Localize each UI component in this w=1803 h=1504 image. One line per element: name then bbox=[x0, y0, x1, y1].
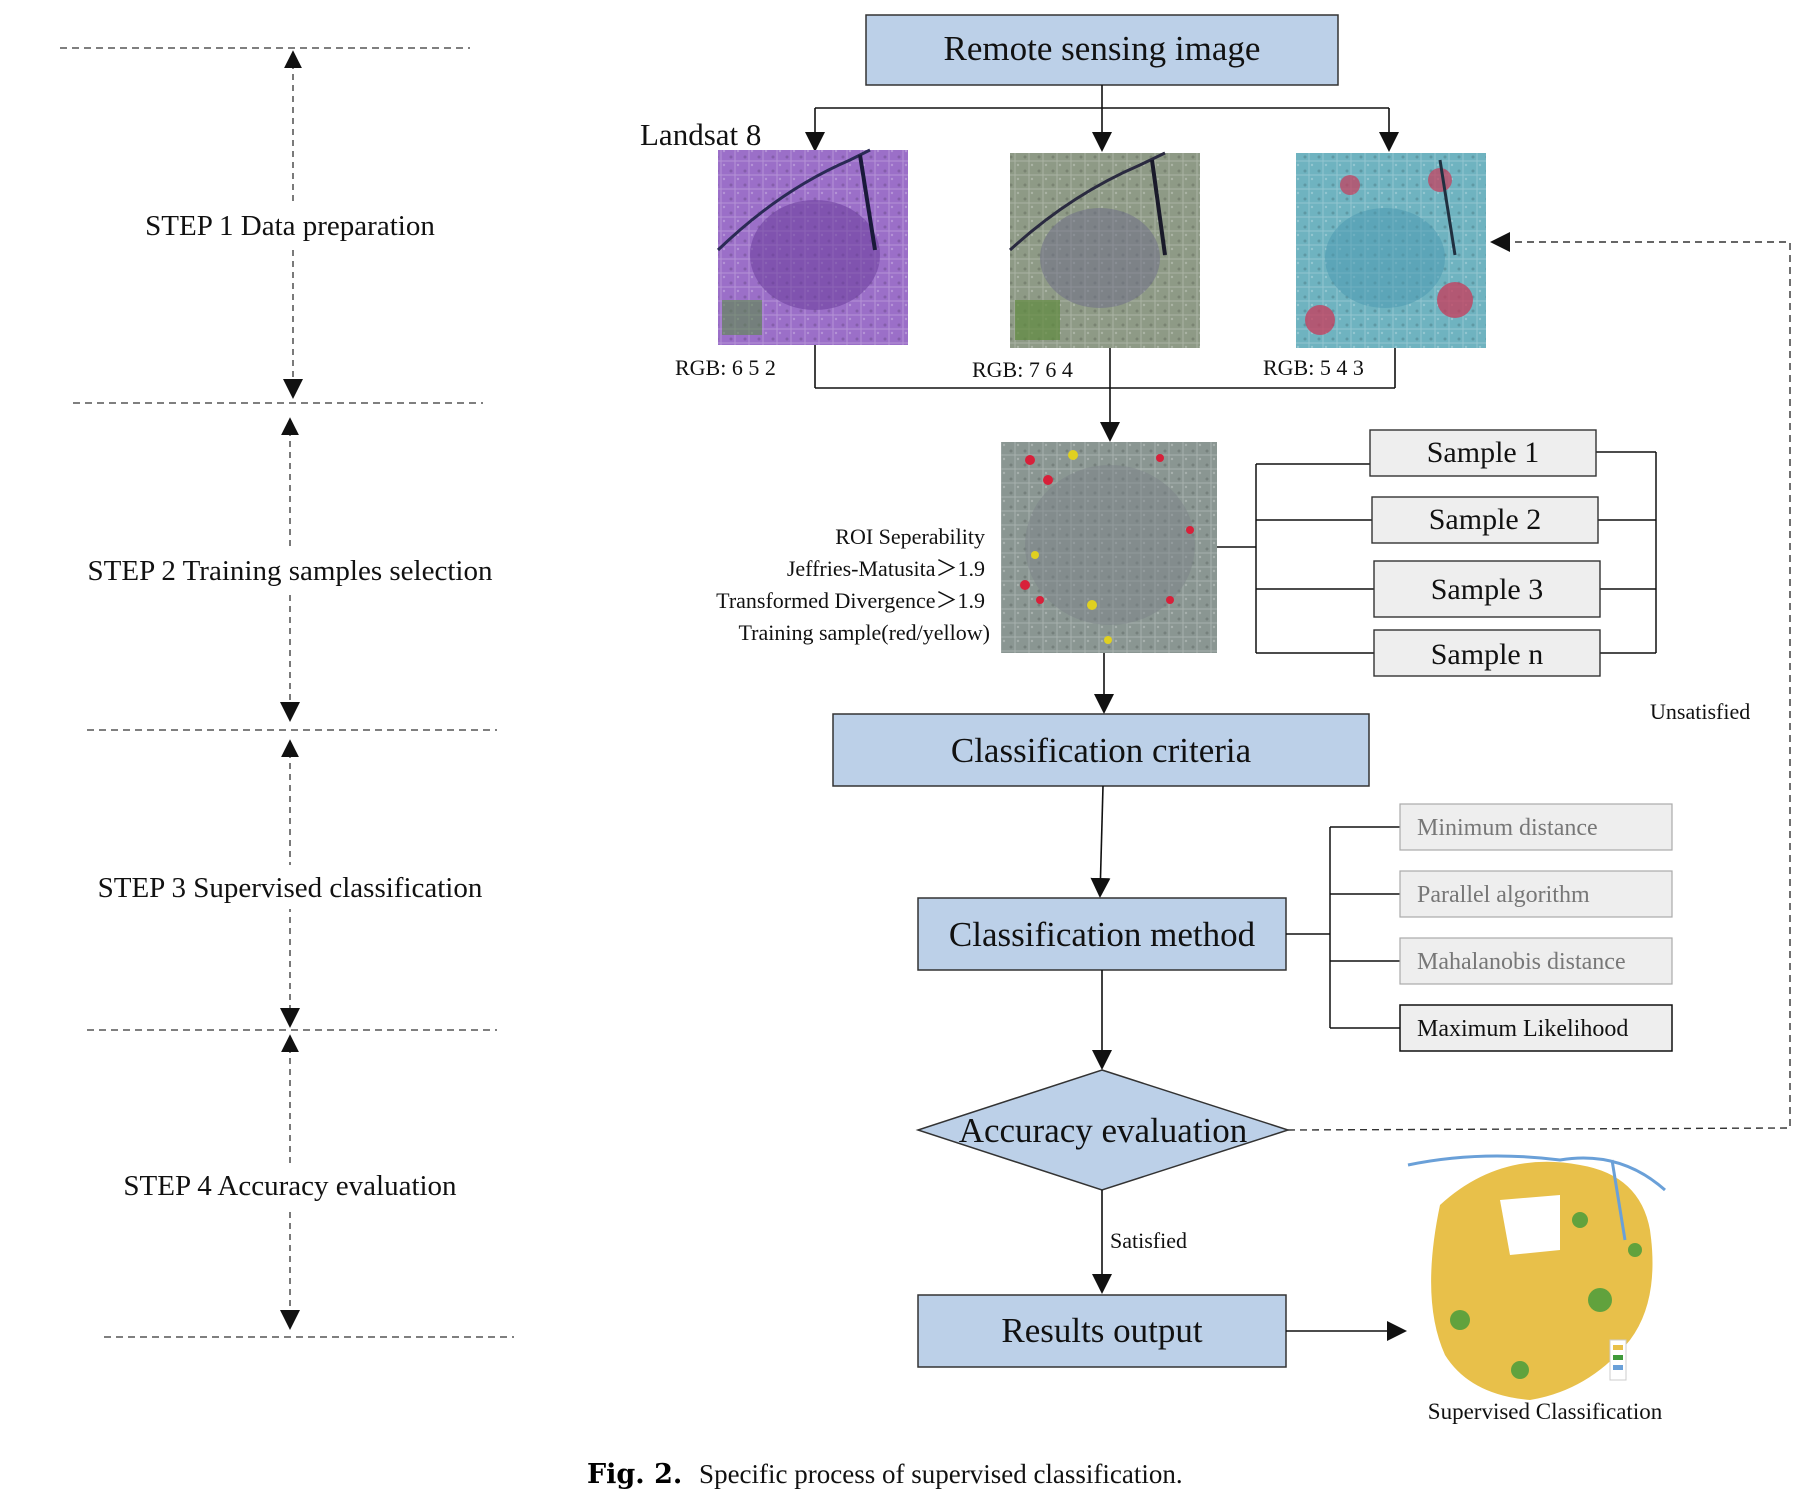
method-option-minimum-distance bbox=[1399, 803, 1673, 851]
method-options-connector bbox=[1286, 826, 1400, 1029]
step-2-label: STEP 2 Training samples selection bbox=[88, 555, 493, 587]
step-4-label: STEP 4 Accuracy evaluation bbox=[123, 1170, 457, 1202]
sample-box-2 bbox=[1371, 496, 1599, 544]
supervised-classification-map bbox=[1407, 1154, 1666, 1400]
rgb-label-764: RGB: 7 6 4 bbox=[972, 357, 1073, 382]
top-branch-connector bbox=[805, 85, 1399, 152]
rgb-label-543: RGB: 5 4 3 bbox=[1263, 355, 1364, 380]
satellite-image-764 bbox=[1008, 151, 1200, 348]
merge-connector bbox=[814, 345, 1396, 442]
map-caption: Supervised Classification bbox=[1428, 1399, 1663, 1424]
results-box bbox=[917, 1294, 1287, 1368]
sample-label-2: Sample 2 bbox=[1429, 503, 1542, 536]
unsatisfied-feedback-arrow bbox=[1287, 232, 1791, 1131]
method-option-parallel-algorithm bbox=[1399, 870, 1673, 918]
unsatisfied-label: Unsatisfied bbox=[1650, 699, 1750, 724]
landsat-label: Landsat 8 bbox=[640, 117, 761, 152]
method-option-maximum-likelihood bbox=[1399, 1004, 1673, 1052]
figure-caption-label: Fig. 2. bbox=[587, 1459, 682, 1490]
criteria-box bbox=[832, 713, 1370, 787]
roi-line-4: Training sample(red/yellow) bbox=[738, 620, 990, 645]
step-3-label: STEP 3 Supervised classification bbox=[98, 872, 483, 904]
method-option-label-4: Maximum Likelihood bbox=[1417, 1016, 1628, 1042]
method-option-label-2: Parallel algorithm bbox=[1417, 882, 1590, 908]
sample-label-n: Sample n bbox=[1431, 638, 1544, 671]
rgb-label-652: RGB: 6 5 2 bbox=[675, 355, 776, 380]
sample-label-3: Sample 3 bbox=[1431, 573, 1544, 606]
accuracy-label: Accuracy evaluation bbox=[959, 1111, 1248, 1150]
roi-line-1: ROI Seperability bbox=[835, 524, 985, 549]
sample-label-1: Sample 1 bbox=[1427, 436, 1540, 469]
method-label: Classification method bbox=[949, 915, 1256, 954]
sample-box-1 bbox=[1369, 429, 1597, 477]
sample-box-3 bbox=[1373, 560, 1601, 618]
roi-line-3: Transformed Divergence＞1.9 bbox=[716, 588, 985, 613]
results-label: Results output bbox=[1001, 1311, 1203, 1350]
roi-line-2: Jeffries-Matusita＞1.9 bbox=[787, 556, 985, 581]
remote-sensing-label: Remote sensing image bbox=[944, 29, 1261, 68]
figure-caption: Fig. 2. Specific process of supervised c… bbox=[587, 1459, 1183, 1490]
remote-sensing-box bbox=[865, 14, 1339, 86]
step-column: STEP 1 Data preparation STEP 2 Training … bbox=[52, 47, 534, 1338]
sample-box-n bbox=[1373, 629, 1601, 677]
step-1-label: STEP 1 Data preparation bbox=[145, 210, 435, 242]
criteria-label: Classification criteria bbox=[951, 731, 1252, 770]
satellite-image-652 bbox=[716, 148, 908, 345]
roi-image bbox=[1001, 442, 1217, 653]
satisfied-label: Satisfied bbox=[1110, 1228, 1187, 1253]
method-option-mahalanobis-distance bbox=[1399, 937, 1673, 985]
method-option-label-3: Mahalanobis distance bbox=[1417, 949, 1626, 975]
method-option-label-1: Minimum distance bbox=[1417, 815, 1598, 841]
figure-caption-text: Specific process of supervised classific… bbox=[699, 1459, 1183, 1489]
satellite-image-543 bbox=[1296, 153, 1486, 348]
criteria-to-method-arrow bbox=[1090, 785, 1111, 898]
sample-connector bbox=[1217, 451, 1657, 654]
